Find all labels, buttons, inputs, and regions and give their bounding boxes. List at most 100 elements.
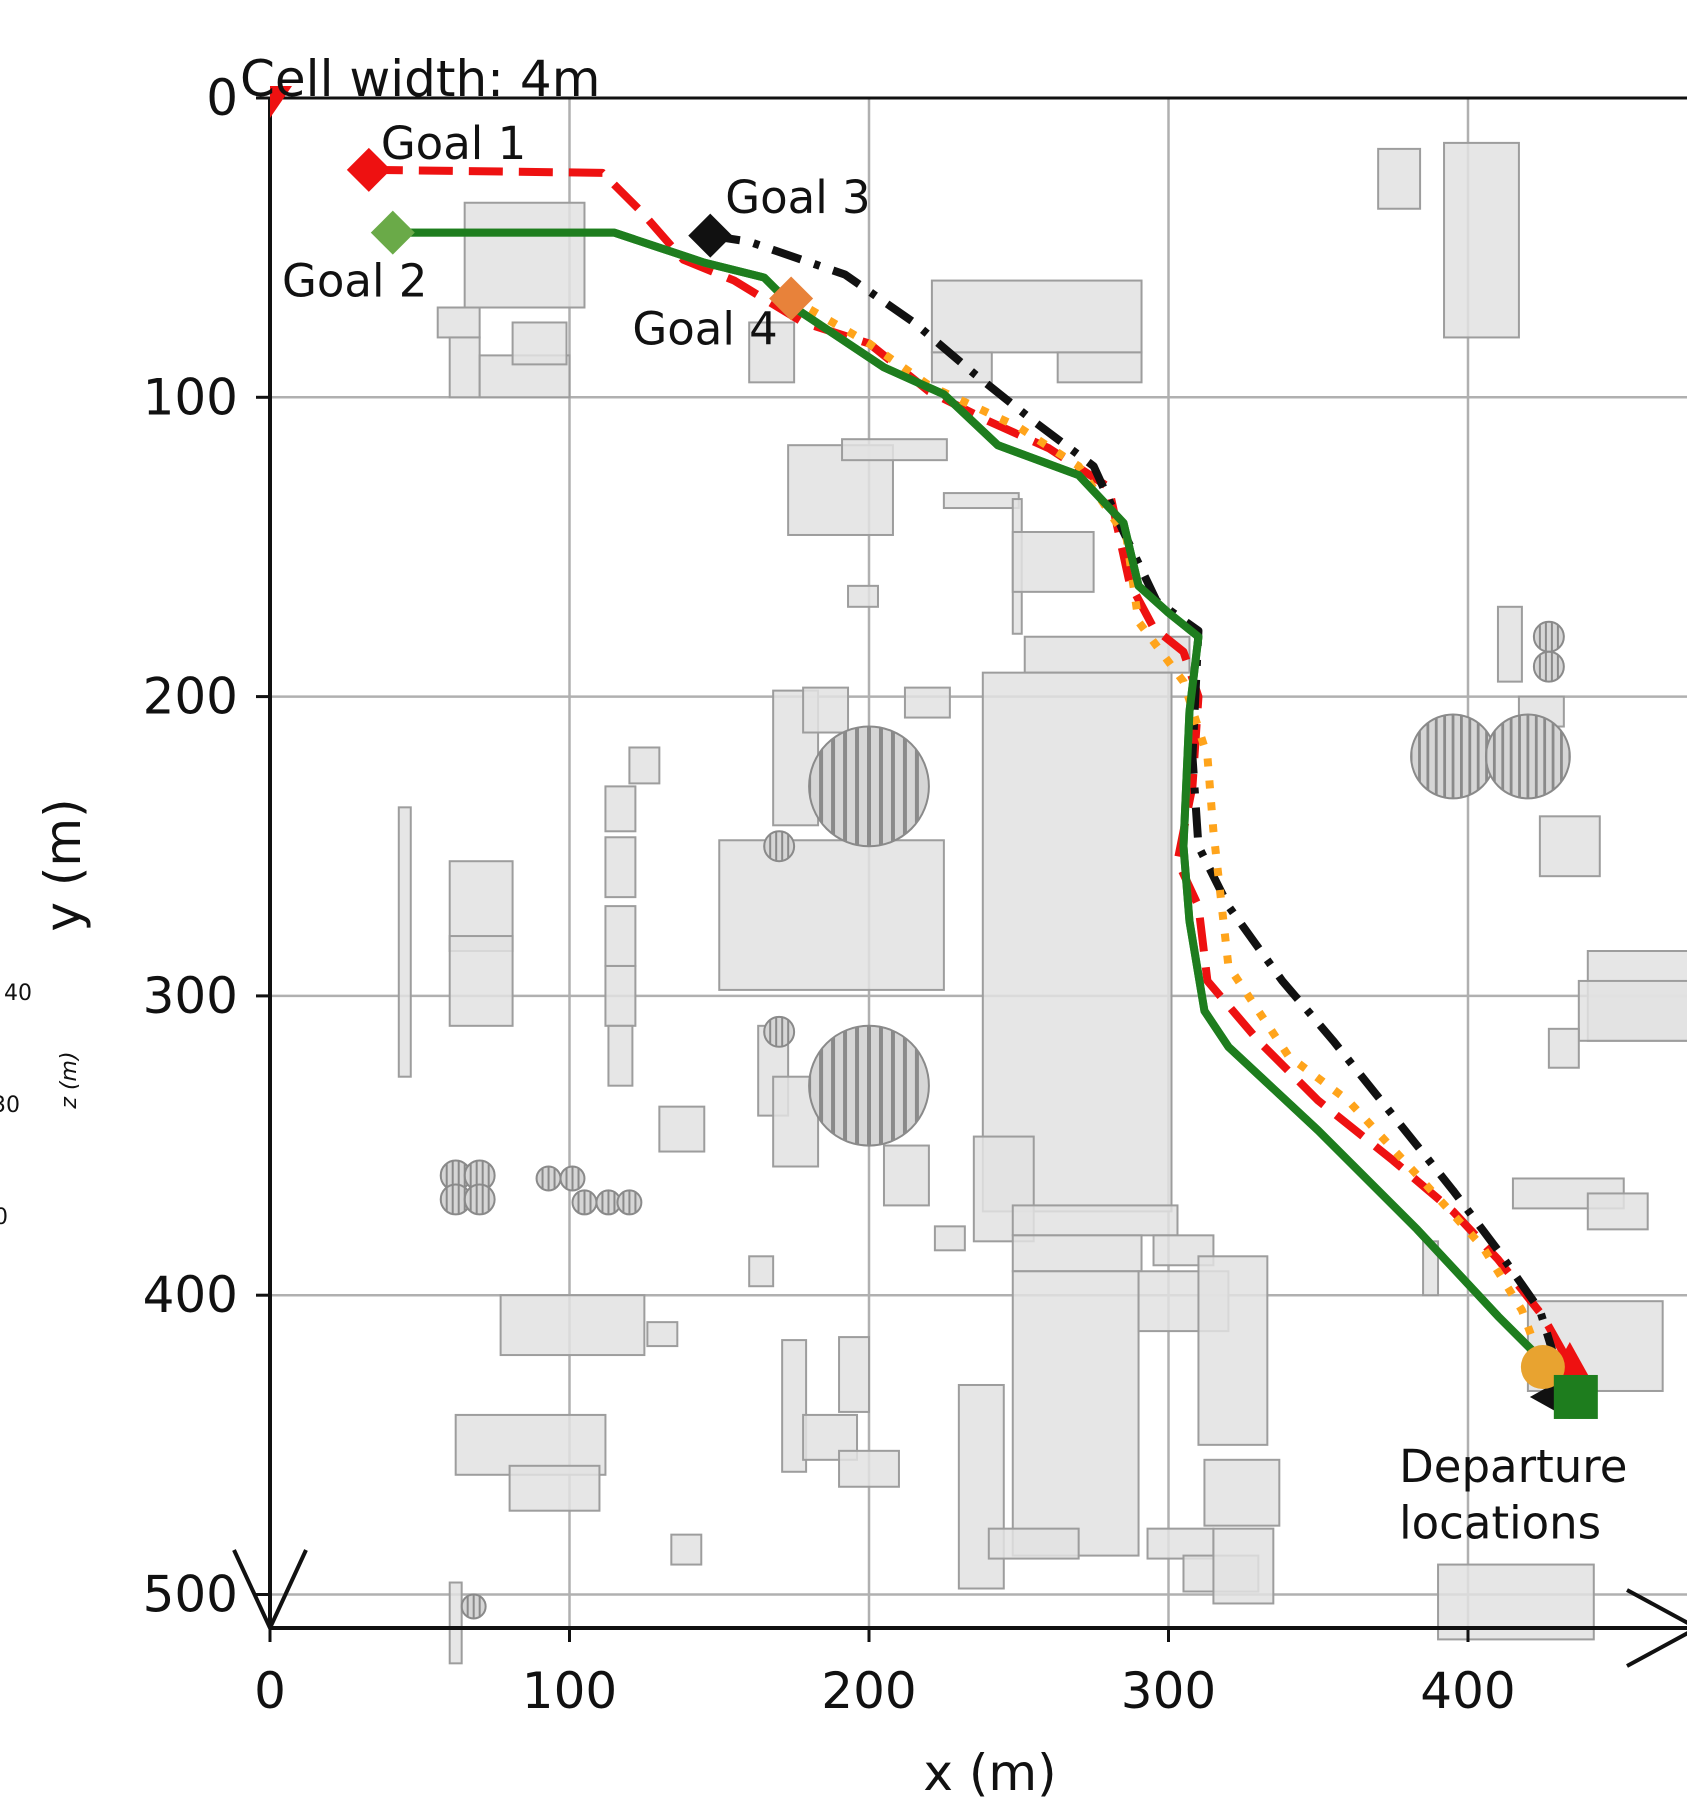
- building: [987, 1527, 1080, 1560]
- building: [882, 1144, 930, 1207]
- trajectory-line: [392, 228, 1579, 1400]
- building: [1011, 530, 1095, 593]
- tick-labels: 0 100 200 300 400 0 100 200 300 400 500: [143, 69, 1516, 1720]
- building: [658, 1105, 706, 1153]
- x-axis-title: x (m): [923, 1744, 1056, 1800]
- building: [508, 1464, 601, 1512]
- building: [604, 836, 637, 899]
- x-tick-label: 100: [522, 1662, 617, 1720]
- building: [604, 785, 637, 833]
- building: [1586, 1192, 1649, 1231]
- building: [930, 351, 993, 384]
- building: [511, 321, 568, 366]
- building: [930, 279, 1143, 354]
- building: [448, 935, 514, 1027]
- building: [1538, 815, 1601, 878]
- building: [781, 1339, 808, 1473]
- building: [607, 1024, 634, 1087]
- building: [748, 1255, 775, 1288]
- building: [448, 1581, 463, 1665]
- building: [838, 1449, 900, 1488]
- tank: [763, 830, 796, 863]
- building: [448, 336, 481, 399]
- x-tick-label: 400: [1420, 1662, 1515, 1720]
- building: [604, 905, 637, 967]
- tank: [1532, 620, 1565, 653]
- x-tick-label: 300: [1121, 1662, 1216, 1720]
- building: [1443, 141, 1520, 339]
- building: [718, 839, 945, 991]
- y-tick-label: 0: [206, 69, 238, 127]
- building-footprints: [397, 141, 1687, 1665]
- annotation-label: Goal 1: [381, 117, 526, 170]
- building: [1011, 1270, 1140, 1557]
- departure-marker: [1553, 1374, 1598, 1419]
- trajectory-markers: [270, 86, 1598, 1419]
- side-z-axis-remnant: 40 30 0 z (m): [0, 981, 82, 1230]
- y-tick-label: 200: [143, 668, 238, 726]
- tank: [463, 1183, 496, 1216]
- y-tick-label: 400: [143, 1266, 238, 1324]
- building: [748, 321, 796, 384]
- annotation-label: Goal 4: [632, 302, 777, 355]
- side-tick-label: 40: [4, 981, 32, 1006]
- chart-title: Cell width: 4m: [240, 50, 600, 108]
- y-tick-label: 300: [143, 967, 238, 1025]
- tank: [1532, 650, 1565, 683]
- annotations: Goal 1 Goal 2 Goal 3 Goal 4 Departurelocatio…: [282, 117, 1627, 1550]
- building: [1212, 1527, 1275, 1605]
- building: [1577, 979, 1687, 1042]
- annotation-label: locations: [1399, 1497, 1601, 1550]
- annotation-label: Departure: [1399, 1440, 1627, 1493]
- building: [397, 806, 412, 1078]
- building: [646, 1321, 679, 1348]
- y-axis-title: y (m): [34, 798, 92, 931]
- building: [1146, 1527, 1215, 1560]
- building: [1203, 1458, 1281, 1527]
- building: [499, 1294, 646, 1357]
- building: [1496, 605, 1523, 683]
- building: [604, 964, 637, 1027]
- building: [802, 686, 850, 734]
- annotation-label: Goal 3: [725, 171, 870, 224]
- building: [841, 438, 948, 462]
- building: [903, 686, 951, 719]
- goal-marker: [370, 210, 415, 255]
- x-axis-arrow: [1626, 1588, 1687, 1668]
- building: [838, 1336, 870, 1413]
- goal-marker: [688, 213, 733, 258]
- building: [1023, 635, 1191, 674]
- x-tick-label: 0: [254, 1662, 286, 1720]
- axes: [232, 96, 1687, 1668]
- building: [1011, 1204, 1179, 1237]
- building: [1197, 1255, 1269, 1446]
- building: [436, 306, 481, 339]
- storage-tanks: [439, 620, 1571, 1620]
- building: [1547, 1027, 1580, 1069]
- building: [981, 671, 1173, 1213]
- building: [463, 201, 586, 309]
- y-tick-label: 100: [143, 368, 238, 426]
- trajectory-line: [789, 295, 1547, 1369]
- annotation-label: Goal 2: [282, 255, 427, 308]
- building: [847, 584, 879, 608]
- building: [1377, 147, 1422, 210]
- building: [628, 746, 661, 785]
- building: [1056, 351, 1143, 384]
- side-tick-label: 30: [0, 1093, 20, 1118]
- side-axis-label: z (m): [57, 1051, 82, 1109]
- x-tick-label: 200: [821, 1662, 916, 1720]
- building: [942, 492, 1020, 510]
- building: [957, 1383, 1005, 1590]
- trajectory-series: [368, 165, 1579, 1400]
- origin-marker: [270, 86, 292, 118]
- side-tick-label: 0: [0, 1205, 8, 1230]
- goal-marker: [769, 276, 814, 321]
- goal-marker: [346, 147, 391, 192]
- building: [933, 1225, 966, 1252]
- trajectory-line: [368, 165, 1574, 1367]
- building: [1011, 1234, 1143, 1273]
- trajectory-line: [709, 231, 1556, 1397]
- building: [670, 1533, 703, 1566]
